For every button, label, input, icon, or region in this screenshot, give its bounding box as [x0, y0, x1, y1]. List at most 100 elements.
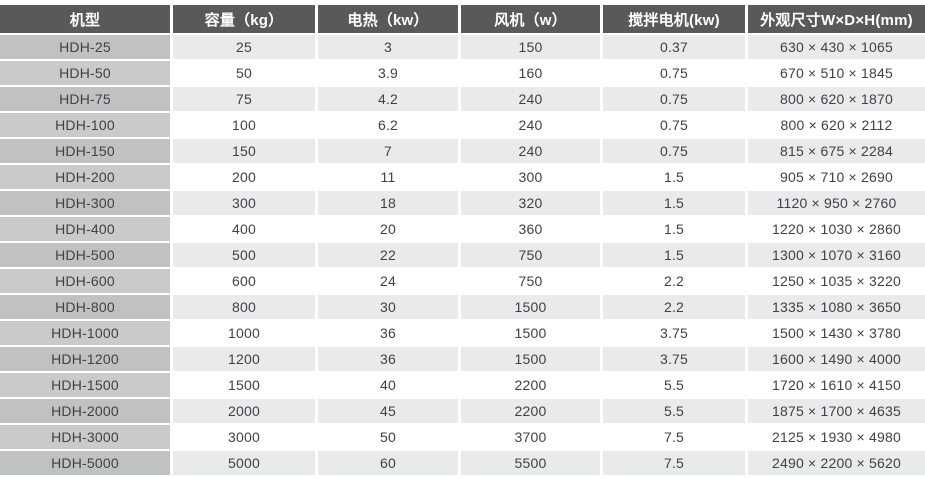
cell-fan: 3700 — [461, 425, 600, 449]
cell-fan: 240 — [461, 87, 600, 111]
cell-capacity: 1500 — [173, 373, 315, 397]
cell-heating: 24 — [318, 269, 458, 293]
cell-model: HDH-1500 — [0, 373, 170, 397]
table-row: HDH-5000 5000 60 5500 7.5 2490 × 2200 × 5620 — [0, 451, 925, 475]
header-fan: 风机（w） — [461, 5, 600, 33]
cell-mixer-motor: 5.5 — [603, 373, 745, 397]
cell-capacity: 400 — [173, 217, 315, 241]
cell-capacity: 100 — [173, 113, 315, 137]
cell-mixer-motor: 0.75 — [603, 113, 745, 137]
table-row: HDH-800 800 30 1500 2.2 1335 × 1080 × 3650 — [0, 295, 925, 319]
cell-dimensions: 1720 × 1610 × 4150 — [748, 373, 925, 397]
table-header: 机型 容量（kg） 电热（kw） 风机（w） 搅拌电机(kw) 外观尺寸W×D×H(mm) — [0, 5, 925, 33]
cell-mixer-motor: 7.5 — [603, 425, 745, 449]
cell-capacity: 200 — [173, 165, 315, 189]
cell-heating: 4.2 — [318, 87, 458, 111]
cell-model: HDH-1000 — [0, 321, 170, 345]
cell-fan: 300 — [461, 165, 600, 189]
table-row: HDH-300 300 18 320 1.5 1120 × 950 × 2760 — [0, 191, 925, 215]
cell-model: HDH-25 — [0, 35, 170, 59]
cell-dimensions: 1875 × 1700 × 4635 — [748, 399, 925, 423]
table-row: HDH-400 400 20 360 1.5 1220 × 1030 × 2860 — [0, 217, 925, 241]
table-row: HDH-1500 1500 40 2200 5.5 1720 × 1610 × 4150 — [0, 373, 925, 397]
cell-capacity: 150 — [173, 139, 315, 163]
cell-model: HDH-800 — [0, 295, 170, 319]
cell-capacity: 500 — [173, 243, 315, 267]
cell-model: HDH-100 — [0, 113, 170, 137]
cell-mixer-motor: 5.5 — [603, 399, 745, 423]
table-row: HDH-150 150 7 240 0.75 815 × 675 × 2284 — [0, 139, 925, 163]
cell-mixer-motor: 0.75 — [603, 139, 745, 163]
cell-fan: 150 — [461, 35, 600, 59]
cell-fan: 160 — [461, 61, 600, 85]
table-row: HDH-2000 2000 45 2200 5.5 1875 × 1700 × 4635 — [0, 399, 925, 423]
cell-heating: 36 — [318, 347, 458, 371]
cell-fan: 320 — [461, 191, 600, 215]
table-row: HDH-1000 1000 36 1500 3.75 1500 × 1430 × 3780 — [0, 321, 925, 345]
header-mixer-motor: 搅拌电机(kw) — [603, 5, 745, 33]
table-row: HDH-25 25 3 150 0.37 630 × 430 × 1065 — [0, 35, 925, 59]
cell-model: HDH-150 — [0, 139, 170, 163]
header-dimensions: 外观尺寸W×D×H(mm) — [748, 5, 925, 33]
cell-capacity: 1200 — [173, 347, 315, 371]
cell-mixer-motor: 0.37 — [603, 35, 745, 59]
cell-heating: 30 — [318, 295, 458, 319]
cell-fan: 750 — [461, 243, 600, 267]
cell-heating: 45 — [318, 399, 458, 423]
cell-fan: 1500 — [461, 347, 600, 371]
cell-dimensions: 670 × 510 × 1845 — [748, 61, 925, 85]
cell-mixer-motor: 1.5 — [603, 243, 745, 267]
cell-fan: 5500 — [461, 451, 600, 475]
cell-dimensions: 2125 × 1930 × 4980 — [748, 425, 925, 449]
cell-capacity: 3000 — [173, 425, 315, 449]
cell-mixer-motor: 7.5 — [603, 451, 745, 475]
table-row: HDH-50 50 3.9 160 0.75 670 × 510 × 1845 — [0, 61, 925, 85]
cell-dimensions: 905 × 710 × 2690 — [748, 165, 925, 189]
cell-model: HDH-300 — [0, 191, 170, 215]
cell-heating: 11 — [318, 165, 458, 189]
cell-heating: 18 — [318, 191, 458, 215]
cell-model: HDH-75 — [0, 87, 170, 111]
cell-dimensions: 1300 × 1070 × 3160 — [748, 243, 925, 267]
cell-heating: 7 — [318, 139, 458, 163]
cell-mixer-motor: 1.5 — [603, 217, 745, 241]
table-row: HDH-600 600 24 750 2.2 1250 × 1035 × 3220 — [0, 269, 925, 293]
table-body: HDH-25 25 3 150 0.37 630 × 430 × 1065 HDH-50 50… — [0, 35, 925, 475]
cell-model: HDH-500 — [0, 243, 170, 267]
cell-capacity: 5000 — [173, 451, 315, 475]
cell-heating: 22 — [318, 243, 458, 267]
cell-mixer-motor: 1.5 — [603, 165, 745, 189]
table-row: HDH-3000 3000 50 3700 7.5 2125 × 1930 × 4980 — [0, 425, 925, 449]
cell-heating: 36 — [318, 321, 458, 345]
cell-capacity: 2000 — [173, 399, 315, 423]
cell-model: HDH-2000 — [0, 399, 170, 423]
table-row: HDH-200 200 11 300 1.5 905 × 710 × 2690 — [0, 165, 925, 189]
cell-capacity: 600 — [173, 269, 315, 293]
cell-heating: 40 — [318, 373, 458, 397]
cell-mixer-motor: 3.75 — [603, 347, 745, 371]
cell-dimensions: 1600 × 1490 × 4000 — [748, 347, 925, 371]
cell-fan: 240 — [461, 113, 600, 137]
cell-dimensions: 2490 × 2200 × 5620 — [748, 451, 925, 475]
cell-capacity: 25 — [173, 35, 315, 59]
cell-dimensions: 1250 × 1035 × 3220 — [748, 269, 925, 293]
cell-model: HDH-1200 — [0, 347, 170, 371]
cell-heating: 3 — [318, 35, 458, 59]
table-row: HDH-500 500 22 750 1.5 1300 × 1070 × 3160 — [0, 243, 925, 267]
cell-model: HDH-600 — [0, 269, 170, 293]
cell-capacity: 1000 — [173, 321, 315, 345]
cell-dimensions: 1500 × 1430 × 3780 — [748, 321, 925, 345]
cell-heating: 6.2 — [318, 113, 458, 137]
cell-fan: 1500 — [461, 295, 600, 319]
cell-model: HDH-5000 — [0, 451, 170, 475]
table-row: HDH-100 100 6.2 240 0.75 800 × 620 × 2112 — [0, 113, 925, 137]
header-heating: 电热（kw） — [318, 5, 458, 33]
cell-heating: 60 — [318, 451, 458, 475]
cell-fan: 240 — [461, 139, 600, 163]
cell-fan: 1500 — [461, 321, 600, 345]
cell-fan: 750 — [461, 269, 600, 293]
cell-mixer-motor: 1.5 — [603, 191, 745, 215]
cell-capacity: 300 — [173, 191, 315, 215]
cell-dimensions: 630 × 430 × 1065 — [748, 35, 925, 59]
